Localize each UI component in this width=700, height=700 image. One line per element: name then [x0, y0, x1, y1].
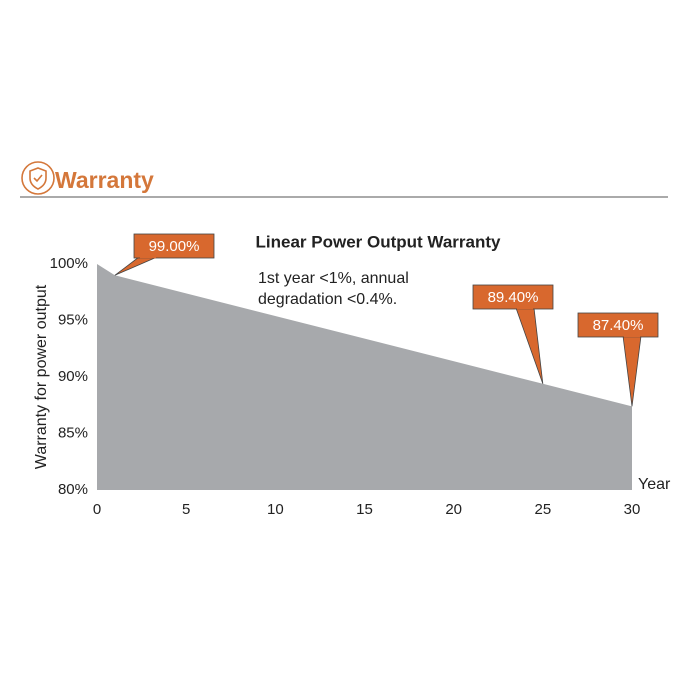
data-label: 99.00% [149, 238, 200, 255]
warranty-icon [21, 161, 55, 195]
callout: 89.40% [472, 284, 554, 384]
x-tick-label: 10 [267, 501, 284, 518]
y-tick-label: 100% [50, 255, 88, 272]
y-axis-label: Warranty for power output [33, 284, 50, 469]
callout-pointer [515, 307, 544, 384]
y-tick-label: 90% [58, 368, 88, 385]
callout-pointer [622, 335, 642, 407]
x-axis-label: Year [638, 476, 671, 493]
callout-pointer [114, 256, 158, 276]
x-tick-label: 20 [445, 501, 462, 518]
data-label: 87.40% [593, 317, 644, 334]
x-tick-label: 15 [356, 501, 373, 518]
callout-box [133, 233, 215, 259]
annotation-line: 1st year <1%, annual [258, 270, 409, 287]
x-tick-label: 25 [534, 501, 551, 518]
x-tick-label: 5 [182, 501, 190, 518]
header-title: Warranty [55, 167, 154, 193]
area [97, 264, 632, 490]
x-tick-label: 30 [624, 501, 641, 518]
annotation-line: degradation <0.4%. [258, 291, 397, 308]
callout: 87.40% [577, 312, 659, 407]
chart-title: Linear Power Output Warranty [256, 232, 502, 251]
y-tick-label: 85% [58, 424, 88, 441]
y-tick-label: 95% [58, 311, 88, 328]
data-label: 89.40% [488, 289, 539, 306]
x-tick-label: 0 [93, 501, 101, 518]
callout: 99.00% [114, 233, 215, 276]
y-tick-label: 80% [58, 481, 88, 498]
callout-box [577, 312, 659, 338]
callout-box [472, 284, 554, 310]
